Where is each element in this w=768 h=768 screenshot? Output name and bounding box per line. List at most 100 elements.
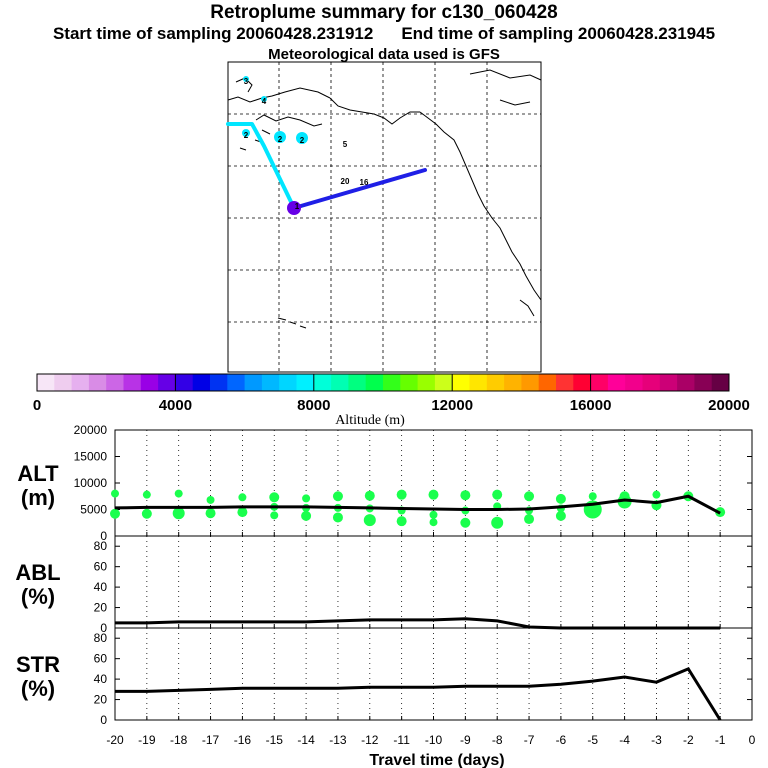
colorbar-segment: [417, 374, 436, 391]
map-graticule: [228, 62, 541, 372]
colorbar-segment: [469, 374, 488, 391]
colorbar-segment: [192, 374, 211, 391]
altitude-point: [332, 512, 343, 523]
trajectory-markers: [242, 76, 308, 215]
colorbar-segment: [642, 374, 661, 391]
colorbar-segment: [677, 374, 695, 391]
colorbar-segment: [607, 374, 626, 391]
trajectory-label: 5: [343, 140, 348, 149]
marker-cyan: [274, 131, 286, 143]
colorbar-segment: [434, 374, 453, 391]
colorbar-segment: [452, 374, 470, 391]
altitude-point: [460, 490, 471, 501]
trajectory-label: 2: [278, 135, 283, 144]
x-tick-label: -8: [492, 733, 503, 747]
colorbar-segment: [71, 374, 90, 391]
x-tick-label: -15: [266, 733, 284, 747]
map-frame: [227, 61, 542, 373]
marker-cyan: [243, 76, 249, 82]
altitude-point: [332, 491, 343, 502]
y-tick-label: 10000: [74, 476, 108, 490]
marker-source: [287, 201, 301, 215]
x-tick-label: -19: [138, 733, 156, 747]
abl-line: [115, 617, 721, 630]
colorbar-tick-label: 16000: [570, 397, 612, 414]
x-axis-title: Travel time (days): [369, 752, 504, 768]
altitude-point: [460, 517, 471, 528]
x-tick-label: -9: [460, 733, 471, 747]
time-series-panels: 05000100001500020000ALT(m)020406080ABL(%…: [15, 423, 755, 768]
colorbar-segment: [140, 374, 159, 391]
chart-title: Retroplume summary for c130_060428: [210, 2, 558, 23]
colorbar-segment: [521, 374, 540, 391]
x-tick-label: -12: [361, 733, 379, 747]
y-tick-label: 60: [94, 560, 108, 574]
colorbar-segment: [313, 374, 332, 391]
y-tick-label: 20: [94, 693, 108, 707]
altitude-point: [429, 518, 438, 527]
colorbar-segment: [556, 374, 574, 391]
altitude-point: [111, 489, 119, 498]
trajectory-label: 2: [244, 131, 249, 140]
colorbar-segment: [694, 374, 713, 391]
y-tick-label: 20000: [74, 423, 108, 437]
colorbar-segment: [54, 374, 73, 391]
colorbar-segment: [538, 374, 557, 391]
altitude-point: [524, 491, 535, 502]
colorbar-title: Altitude (m): [335, 413, 405, 428]
altitude-point: [588, 492, 597, 501]
trajectory-label: 2: [300, 136, 305, 145]
start-time-label: Start time of sampling 20060428.231912: [52, 24, 374, 43]
y-tick-label: 40: [94, 672, 108, 686]
colorbar-tick-label: 4000: [159, 397, 192, 414]
altitude-point: [174, 489, 183, 498]
altitude-point: [270, 511, 279, 520]
str-line: [115, 667, 722, 721]
y-axis-unit: (%): [21, 676, 55, 701]
altitude-point: [142, 490, 151, 499]
altitude-point: [301, 510, 312, 521]
y-tick-label: 40: [94, 580, 108, 594]
altitude-point: [524, 514, 535, 525]
x-tick-label: -7: [524, 733, 535, 747]
altitude-point: [396, 489, 407, 500]
colorbar-segment: [88, 374, 107, 391]
colorbar-segment: [106, 374, 124, 391]
y-axis-title: STR: [16, 652, 60, 677]
x-tick-label: -11: [393, 733, 410, 747]
x-tick-label: -2: [683, 733, 694, 747]
colorbar-segment: [158, 374, 176, 391]
colorbar-segment: [210, 374, 228, 391]
y-tick-label: 0: [100, 621, 107, 635]
colorbar-segment: [590, 374, 609, 391]
trajectory-lines: [226, 122, 427, 210]
trajectory-line-blue: [292, 168, 427, 210]
x-tick-label: -16: [234, 733, 252, 747]
colorbar-segment: [504, 374, 522, 391]
sampling-times: Start time of sampling 20060428.231912 En…: [0, 24, 768, 44]
altitude-point: [172, 507, 185, 520]
trajectory-labels: 3 4 2 2 2 5 20 16 1: [244, 77, 369, 211]
altitude-point: [363, 514, 376, 527]
colorbar-segment: [244, 374, 263, 391]
colorbar-segment: [261, 374, 280, 391]
trajectory-line-cyan: [226, 122, 296, 210]
colorbar-tick-label: 8000: [297, 397, 330, 414]
altitude-point: [652, 490, 661, 499]
trajectory-label: 3: [244, 77, 249, 86]
colorbar-segment: [348, 374, 367, 391]
y-tick-label: 60: [94, 652, 108, 666]
altitude-point: [269, 492, 280, 503]
colorbar-segment: [123, 374, 142, 391]
x-tick-label: -13: [329, 733, 347, 747]
colorbar-segment: [227, 374, 246, 391]
colorbar-segment: [711, 374, 730, 391]
trajectory-label: 1: [295, 202, 300, 211]
y-axis-title: ALT: [17, 461, 59, 486]
altitude-point: [555, 510, 566, 521]
altitude-colorbar: 0 4000 8000 12000 16000 20000 Altitude (m): [33, 373, 750, 428]
y-axis-unit: (%): [21, 584, 55, 609]
altitude-median-line: [114, 494, 721, 515]
colorbar-segment: [486, 374, 505, 391]
